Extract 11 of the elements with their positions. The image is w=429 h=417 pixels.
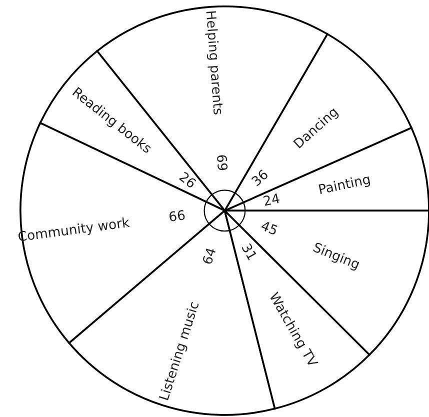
data-label: 45: [260, 220, 278, 236]
slice-label: Painting: [318, 174, 371, 197]
data-label: 26: [178, 171, 197, 189]
data-label: 69: [216, 154, 228, 170]
data-label: 24: [263, 193, 280, 206]
slice-label: Helping parents: [204, 11, 224, 115]
data-label: 64: [202, 247, 216, 265]
data-label: 36: [250, 168, 269, 186]
data-label: 66: [168, 210, 186, 222]
slice-label: Community work: [18, 216, 130, 244]
data-label: 31: [241, 242, 258, 260]
